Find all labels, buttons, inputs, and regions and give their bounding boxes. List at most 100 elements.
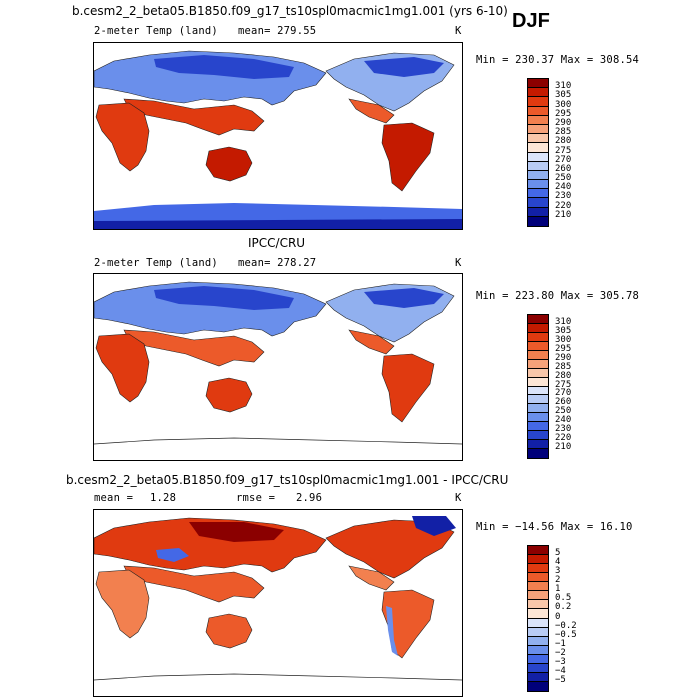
panel2-colorbar-label: 310 xyxy=(555,316,572,327)
panel3-colorbar-label: 0.2 xyxy=(555,602,572,613)
panel3-greenland-cold xyxy=(412,516,456,536)
panel3-colorbar-label: 0.5 xyxy=(555,593,572,604)
panel3-colorbar-label: −3 xyxy=(555,656,566,667)
panel2-map xyxy=(93,273,463,461)
panel1-africa xyxy=(95,102,150,172)
panel2-colorbar-label: 220 xyxy=(555,433,572,444)
panel3-south-america xyxy=(381,589,435,659)
panel3-mean-label: mean = xyxy=(94,492,134,504)
panel2-colorbar-swatch xyxy=(528,431,548,441)
panel3-colorbar-swatch xyxy=(528,546,548,556)
panel2-colorbar-swatch xyxy=(528,368,548,378)
panel1-central-america xyxy=(348,98,395,124)
panel2-colorbar-swatch xyxy=(528,413,548,423)
panel1-colorbar-label: 260 xyxy=(555,163,572,174)
panel3-colorbar-label: 0 xyxy=(555,611,561,622)
panel1-colorbar-label: 240 xyxy=(555,182,572,193)
panel1-colorbar-label: 230 xyxy=(555,191,572,202)
panel1-colorbar-swatch xyxy=(528,106,548,116)
panel1-south-asia xyxy=(123,98,265,136)
panel1-colorbar-swatch xyxy=(528,152,548,162)
panel2-colorbar-label: 285 xyxy=(555,361,572,372)
panel1-australia xyxy=(205,146,253,182)
panel3-colorbar-swatch xyxy=(528,618,548,628)
panel1-units: K xyxy=(455,25,462,37)
panel3-minmax: Min = −14.56 Max = 16.10 xyxy=(476,521,633,533)
panel1-colorbar-swatch xyxy=(528,143,548,153)
panel3-colorbar-swatch xyxy=(528,564,548,574)
panel3-colorbar-swatch xyxy=(528,555,548,565)
panel1-colorbar-label: 305 xyxy=(555,90,572,101)
panel2-colorbar-label: 270 xyxy=(555,388,572,399)
panel1-colorbar-swatch xyxy=(528,88,548,98)
panel3-colorbar-swatch xyxy=(528,627,548,637)
panel1-colorbar-label: 300 xyxy=(555,99,572,110)
panel2-colorbar-swatch xyxy=(528,386,548,396)
panel3-colorbar-label: −4 xyxy=(555,665,566,676)
panel1-antarctica-core xyxy=(94,219,462,229)
panel3-colorbar-swatch xyxy=(528,672,548,682)
panel2-eurasia-cold-core xyxy=(154,286,294,310)
panel3-antarctica-outline xyxy=(94,673,462,681)
panel2-colorbar-swatch xyxy=(528,404,548,414)
panel1-colorbar-label: 220 xyxy=(555,200,572,211)
panel1-colorbar-label: 270 xyxy=(555,154,572,165)
panel1-colorbar-label: 280 xyxy=(555,136,572,147)
panel3-colorbar-swatch xyxy=(528,600,548,610)
panel3-map-canvas xyxy=(94,516,462,681)
panel3-rmse-value: 2.96 xyxy=(296,492,323,504)
panel2-colorbar-swatch xyxy=(528,395,548,405)
panel1-colorbar-label: 310 xyxy=(555,81,572,92)
panel1-map xyxy=(93,42,463,230)
panel1-colorbar-label: 210 xyxy=(555,209,572,220)
panel3-south-asia xyxy=(123,565,265,603)
panel1-colorbar xyxy=(527,78,549,227)
panel1-mean: mean= 279.55 xyxy=(238,25,317,37)
panel2-units: K xyxy=(455,257,462,269)
panel3-units: K xyxy=(455,492,462,504)
panel1-colorbar-swatch xyxy=(528,134,548,144)
panel2-mean: mean= 278.27 xyxy=(238,257,317,269)
season-label: DJF xyxy=(512,10,550,32)
panel1-colorbar-swatch xyxy=(528,115,548,125)
panel1-north-america-cold xyxy=(364,57,444,77)
panel3-colorbar-swatch xyxy=(528,645,548,655)
panel2-map-canvas xyxy=(94,281,462,445)
panel3-colorbar-label: 1 xyxy=(555,584,561,595)
panel1-variable: 2-meter Temp (land) xyxy=(94,25,218,37)
panel3-colorbar-label: 5 xyxy=(555,548,561,559)
panel1-colorbar-label: 290 xyxy=(555,117,572,128)
panel1-minmax: Min = 230.37 Max = 308.54 xyxy=(476,54,640,66)
panel2-south-america xyxy=(381,353,435,423)
panel2-colorbar-label: 295 xyxy=(555,343,572,354)
panel2-colorbar-swatch xyxy=(528,323,548,333)
panel2-colorbar-label: 210 xyxy=(555,442,572,453)
panel2-colorbar-label: 275 xyxy=(555,379,572,390)
panel3-rmse-label: rmse = xyxy=(236,492,276,504)
panel3-colorbar-swatch xyxy=(528,591,548,601)
panel2-colorbar-label: 250 xyxy=(555,406,572,417)
panel3-title: b.cesm2_2_beta05.B1850.f09_g17_ts10spl0m… xyxy=(66,473,509,487)
panel1-colorbar-swatch xyxy=(528,189,548,199)
panel3-colorbar-swatch xyxy=(528,654,548,664)
panel2-colorbar-label: 260 xyxy=(555,397,572,408)
panel1-colorbar-label: 275 xyxy=(555,145,572,156)
panel2-colorbar-swatch xyxy=(528,449,548,458)
panel2-colorbar-label: 305 xyxy=(555,325,572,336)
panel3-colorbar-swatch xyxy=(528,609,548,619)
panel1-colorbar-swatch xyxy=(528,216,548,226)
panel3-colorbar-label: −2 xyxy=(555,647,566,658)
panel3-andes-cold xyxy=(386,606,398,656)
panel2-colorbar-label: 240 xyxy=(555,415,572,426)
panel2-colorbar-swatch xyxy=(528,315,548,324)
panel3-colorbar-label: −0.5 xyxy=(555,629,577,640)
panel3-colorbar-swatch xyxy=(528,573,548,583)
panel3-eurasia-cold-patch xyxy=(156,548,189,562)
panel1-colorbar-swatch xyxy=(528,180,548,190)
panel1-title: b.cesm2_2_beta05.B1850.f09_g17_ts10spl0m… xyxy=(72,4,508,18)
panel2-colorbar-swatch xyxy=(528,377,548,387)
panel1-colorbar-label: 250 xyxy=(555,173,572,184)
panel3-colorbar-swatch xyxy=(528,636,548,646)
panel1-map-canvas xyxy=(94,50,462,229)
panel3-colorbar-swatch xyxy=(528,681,548,691)
